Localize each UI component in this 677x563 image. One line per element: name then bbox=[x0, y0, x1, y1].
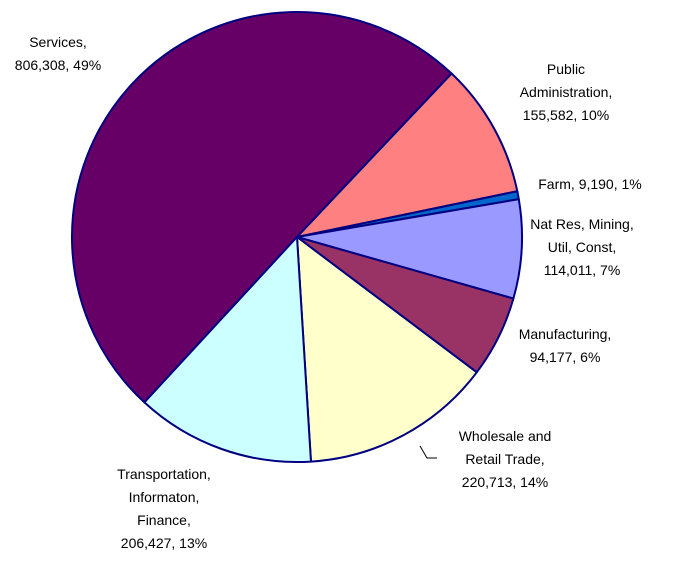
value-label: 114,011, 7% bbox=[543, 262, 621, 278]
slice-label: Services, 806,308, 49% bbox=[0, 31, 158, 77]
value-label: 94,177, 6% bbox=[529, 349, 601, 365]
category-label: Wholesale and Retail Trade, bbox=[458, 428, 552, 467]
value-label: 155,582, 10% bbox=[522, 107, 610, 123]
category-label: Services, bbox=[29, 34, 87, 50]
pie-slice bbox=[296, 72, 519, 238]
value-label: 220,713, 14% bbox=[461, 474, 549, 490]
pie-slice bbox=[143, 236, 312, 463]
slice-label: Nat Res, Mining, Util, Const, 114,011, 7% bbox=[482, 213, 677, 282]
category-label: Transportation, Informaton, Finance, bbox=[117, 466, 211, 528]
category-label: Public Administration, bbox=[519, 61, 613, 100]
value-label: 9,190, 1% bbox=[578, 176, 642, 192]
leader-line bbox=[419, 445, 437, 459]
category-label: Manufacturing, bbox=[518, 326, 612, 342]
slice-label: Transportation, Informaton, Finance, 206,… bbox=[64, 463, 264, 555]
slice-label: Manufacturing, 94,177, 6% bbox=[465, 323, 665, 369]
pie-slice bbox=[71, 11, 453, 404]
slice-label: Farm, 9,190, 1% bbox=[490, 173, 677, 196]
slice-label: Wholesale and Retail Trade, 220,713, 14% bbox=[405, 425, 605, 494]
value-label: 206,427, 13% bbox=[120, 535, 208, 551]
pie-slice bbox=[296, 198, 523, 300]
category-label: Nat Res, Mining, Util, Const, bbox=[530, 216, 634, 255]
slice-label: Public Administration, 155,582, 10% bbox=[466, 58, 666, 127]
pie-slice bbox=[296, 236, 478, 463]
value-label: 806,308, 49% bbox=[14, 57, 102, 73]
category-label: Farm, bbox=[538, 176, 575, 192]
